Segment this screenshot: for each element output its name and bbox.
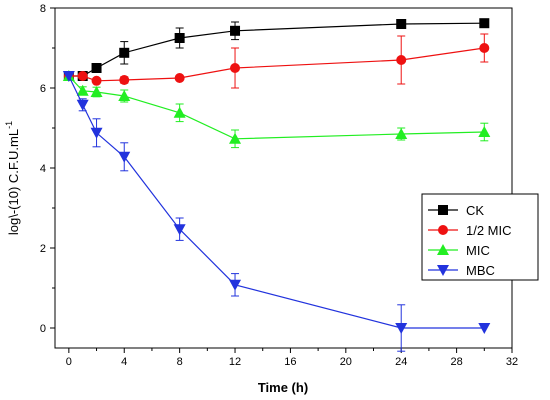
data-point	[395, 128, 408, 139]
x-tick-label: 32	[506, 356, 518, 368]
data-point	[76, 99, 89, 111]
data-point	[76, 84, 89, 96]
data-point	[173, 224, 186, 236]
y-axis-title-main: log\-(10) C.F.U.mL	[6, 129, 21, 235]
x-tick-label: 12	[229, 356, 241, 368]
data-point	[77, 71, 88, 81]
data-point	[478, 323, 491, 334]
legend: CK 1/2 MIC MIC MBC	[421, 193, 539, 281]
series-mic	[62, 70, 491, 149]
x-tick-label: 8	[177, 356, 183, 368]
data-point	[396, 55, 407, 65]
data-point	[91, 63, 102, 73]
data-point	[478, 126, 491, 137]
data-point	[119, 47, 130, 58]
y-tick-label: 0	[40, 323, 46, 335]
y-tick-label: 6	[40, 83, 46, 95]
legend-marker	[437, 244, 449, 255]
x-tick-label: 0	[66, 356, 72, 368]
x-tick-label: 4	[121, 356, 127, 368]
data-point	[174, 33, 185, 43]
data-point	[90, 127, 103, 139]
legend-label: MBC	[466, 263, 495, 278]
x-tick-label: 28	[450, 356, 462, 368]
data-point	[479, 18, 490, 29]
data-point	[479, 43, 490, 53]
legend-label: MIC	[466, 243, 490, 258]
data-point	[230, 25, 241, 36]
series-line	[68, 47, 485, 82]
legend-marker	[438, 205, 448, 215]
y-tick-label: 4	[40, 163, 46, 175]
data-point	[230, 63, 241, 73]
data-point	[91, 75, 102, 86]
x-tick-label: 24	[395, 356, 407, 368]
legend-marker	[438, 225, 448, 235]
series-ck	[63, 18, 490, 81]
data-point	[119, 75, 130, 85]
x-tick-label: 20	[340, 356, 352, 368]
data-point	[118, 151, 131, 163]
data-point	[174, 73, 185, 83]
legend-label: CK	[466, 203, 484, 218]
y-tick-label: 8	[40, 3, 46, 15]
data-point	[90, 86, 103, 97]
plot-frame	[54, 7, 513, 349]
data-point	[396, 19, 407, 29]
series-mbc	[62, 71, 491, 352]
data-point	[395, 323, 408, 334]
data-point	[229, 279, 242, 291]
series-layer	[62, 18, 491, 352]
data-point	[118, 90, 131, 101]
y-axis-title-sup: -1	[4, 121, 14, 129]
legend-marker	[437, 265, 449, 276]
plot-area	[54, 7, 513, 349]
data-point	[62, 71, 75, 82]
y-axis-title: log\-(10) C.F.U.mL-1	[4, 121, 21, 235]
legend-label: 1/2 MIC	[466, 223, 512, 238]
data-point	[173, 106, 186, 118]
data-point	[229, 132, 242, 144]
series-line	[68, 22, 485, 77]
y-tick-label: 2	[40, 243, 46, 255]
x-tick-label: 16	[284, 356, 296, 368]
series-line	[68, 75, 485, 329]
series-line	[68, 75, 485, 140]
x-axis-title: Time (h)	[258, 380, 308, 395]
